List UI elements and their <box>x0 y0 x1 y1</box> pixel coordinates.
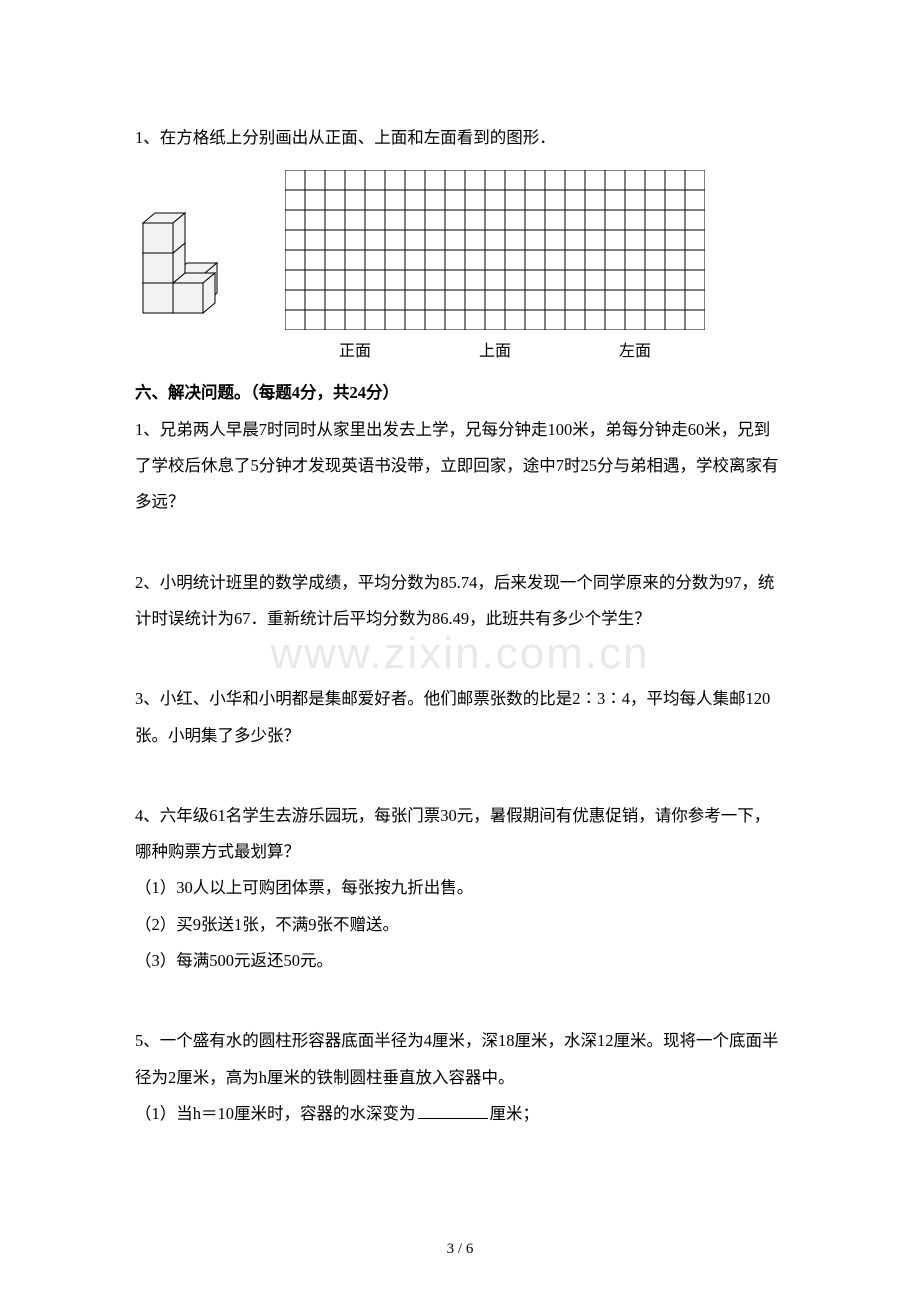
problem-5-main: 5、一个盛有水的圆柱形容器底面半径为4厘米，深18厘米，水深12厘米。现将一个底… <box>135 1023 785 1096</box>
label-front: 正面 <box>339 334 371 369</box>
figure-row: 正面 上面 左面 <box>135 170 785 369</box>
cube-stack-figure <box>135 203 243 336</box>
label-left: 左面 <box>619 334 651 369</box>
problem-4-opt2: （2）买9张送1张，不满9张不赠送。 <box>135 907 785 943</box>
problem-4-opt3: （3）每满500元返还50元。 <box>135 943 785 979</box>
problem-4-main: 4、六年级61名学生去游乐园玩，每张门票30元，暑假期间有优惠促销，请你参考一下… <box>135 798 785 871</box>
section-6-header: 六、解决问题。（每题4分，共24分） <box>135 375 785 411</box>
page-container: 1、在方格纸上分别画出从正面、上面和左面看到的图形． <box>0 0 920 1302</box>
grid-labels: 正面 上面 左面 <box>285 334 705 369</box>
problem-4-opt1: （1）30人以上可购团体票，每张按九折出售。 <box>135 870 785 906</box>
page-footer: 3 / 6 <box>0 1233 920 1266</box>
answer-grid <box>285 170 705 330</box>
fill-blank <box>418 1104 488 1119</box>
question-1-intro: 1、在方格纸上分别画出从正面、上面和左面看到的图形． <box>135 120 785 156</box>
p5-o1-post: 厘米； <box>490 1104 540 1123</box>
problem-5-sub1: （1）当h＝10厘米时，容器的水深变为 厘米； <box>135 1096 785 1132</box>
p5-o1-pre: （1）当h＝10厘米时，容器的水深变为 <box>135 1104 416 1123</box>
label-top: 上面 <box>479 334 511 369</box>
problem-1: 1、兄弟两人早晨7时同时从家里出发去上学，兄每分钟走100米，弟每分钟走60米，… <box>135 412 785 521</box>
problem-3: 3、小红、小华和小明都是集邮爱好者。他们邮票张数的比是2∶3∶4，平均每人集邮1… <box>135 681 785 754</box>
grid-block: 正面 上面 左面 <box>285 170 705 369</box>
problem-2: 2、小明统计班里的数学成绩，平均分数为85.74，后来发现一个同学原来的分数为9… <box>135 565 785 638</box>
